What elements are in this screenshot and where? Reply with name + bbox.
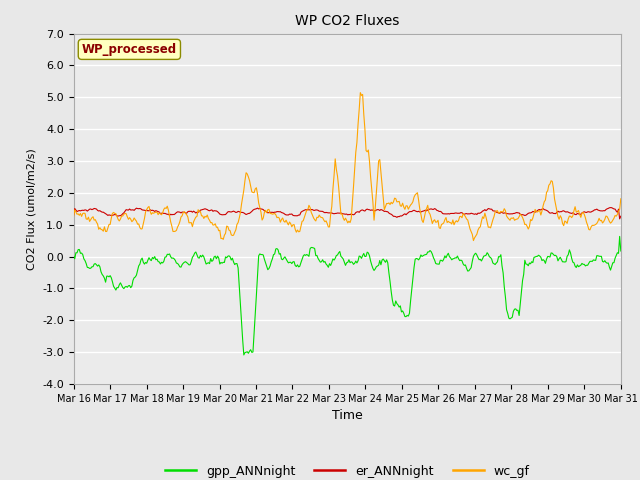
Legend: gpp_ANNnight, er_ANNnight, wc_gf: gpp_ANNnight, er_ANNnight, wc_gf [159,460,535,480]
Y-axis label: CO2 Flux (umol/m2/s): CO2 Flux (umol/m2/s) [27,148,36,270]
X-axis label: Time: Time [332,409,363,422]
Text: WP_processed: WP_processed [82,43,177,56]
Title: WP CO2 Fluxes: WP CO2 Fluxes [295,14,399,28]
